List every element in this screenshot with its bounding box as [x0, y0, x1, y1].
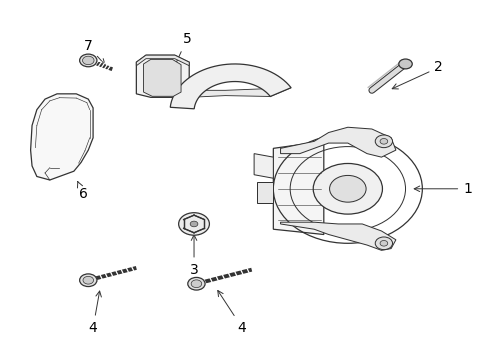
Text: 4: 4 — [217, 291, 246, 335]
Circle shape — [190, 221, 198, 227]
Circle shape — [329, 175, 366, 202]
Polygon shape — [280, 222, 395, 250]
Polygon shape — [273, 141, 323, 234]
Text: 4: 4 — [88, 291, 101, 335]
Polygon shape — [136, 55, 189, 66]
Polygon shape — [254, 154, 273, 178]
Circle shape — [187, 278, 204, 290]
Polygon shape — [280, 127, 395, 157]
Circle shape — [83, 276, 93, 284]
Polygon shape — [136, 55, 189, 97]
Polygon shape — [189, 88, 290, 97]
Circle shape — [379, 139, 387, 144]
Text: 1: 1 — [413, 182, 471, 196]
Circle shape — [313, 163, 382, 214]
Circle shape — [82, 56, 94, 65]
Text: 6: 6 — [77, 181, 87, 201]
Circle shape — [398, 59, 411, 69]
Text: 5: 5 — [171, 32, 191, 73]
Text: 2: 2 — [391, 60, 442, 89]
Circle shape — [374, 237, 392, 249]
Polygon shape — [170, 64, 290, 109]
Circle shape — [191, 280, 202, 288]
Text: 7: 7 — [84, 39, 105, 64]
Circle shape — [80, 274, 97, 287]
Circle shape — [379, 240, 387, 246]
Circle shape — [374, 135, 392, 148]
Text: 3: 3 — [189, 235, 198, 276]
Polygon shape — [256, 182, 273, 203]
Polygon shape — [31, 94, 93, 180]
Polygon shape — [143, 59, 181, 96]
Circle shape — [178, 213, 209, 235]
Circle shape — [80, 54, 97, 67]
